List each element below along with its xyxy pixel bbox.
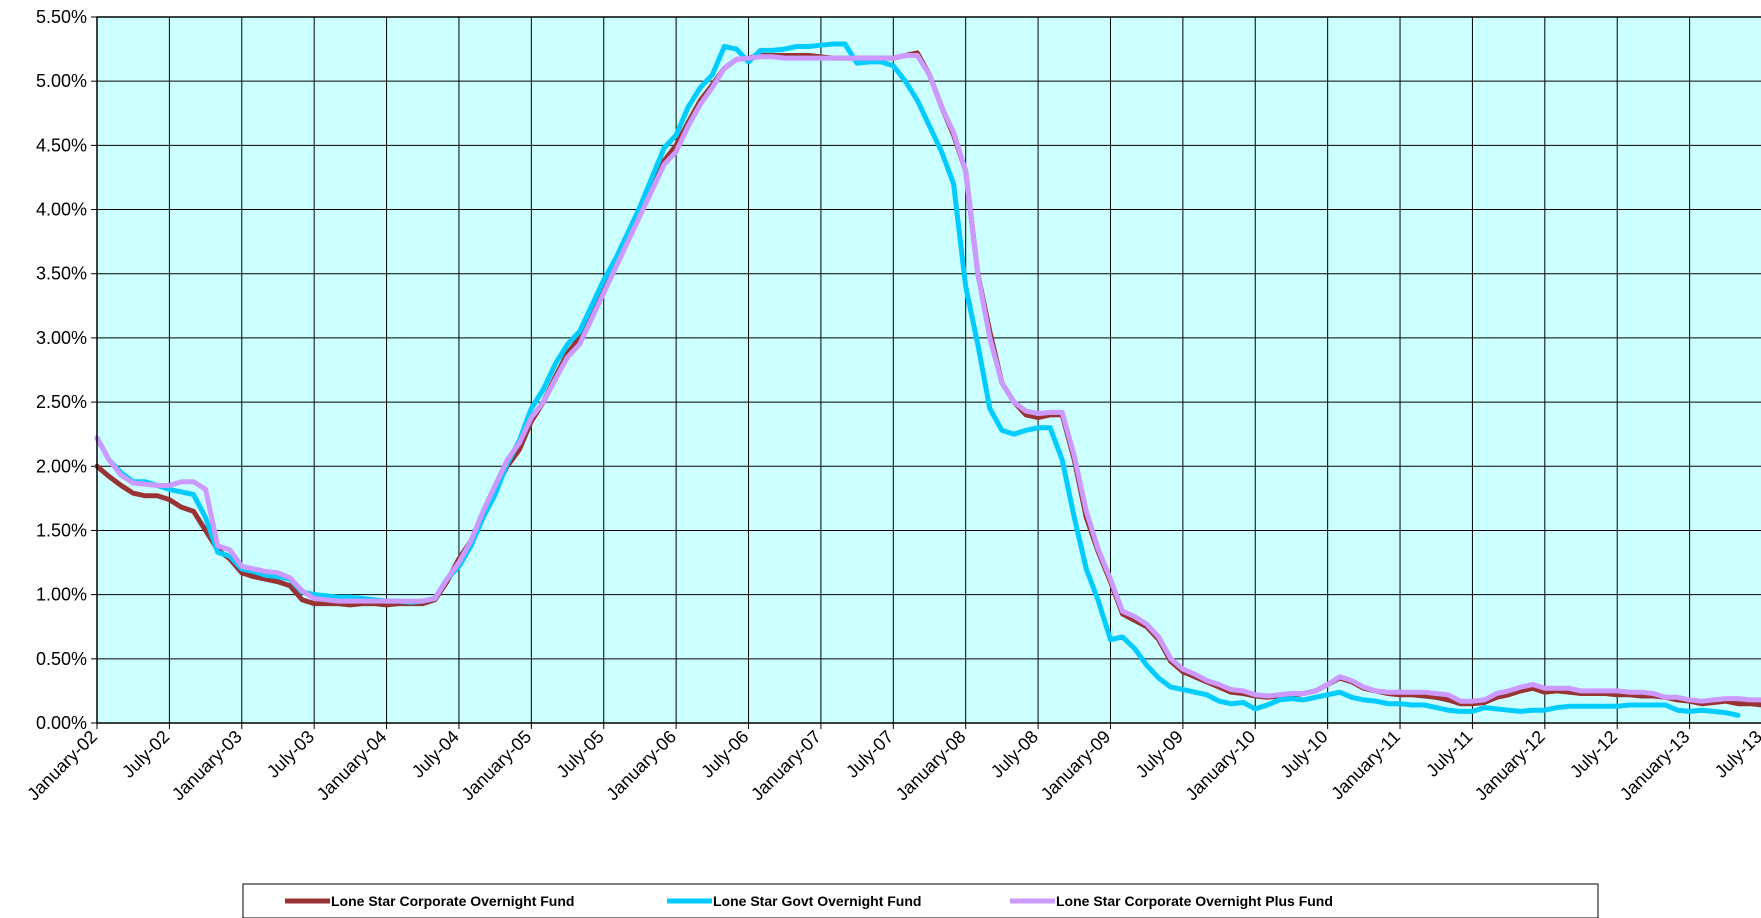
legend-label-2: Lone Star Govt Overnight Fund [713, 893, 921, 909]
series-lines [94, 41, 1761, 718]
x-tick-label: July-08 [987, 727, 1042, 782]
x-tick-label: January-11 [1327, 727, 1404, 804]
x-tick-label: July-09 [1132, 727, 1187, 782]
x-tick-label: January-03 [168, 727, 246, 805]
x-tick-label: July-04 [408, 727, 463, 782]
x-tick-label: January-10 [1181, 727, 1259, 805]
x-tick-label: July-11 [1422, 727, 1476, 781]
plot-border [96, 16, 1761, 724]
x-tick-label: July-13 [1711, 727, 1761, 782]
x-tick-label: July-05 [553, 727, 608, 782]
x-tick-label: January-04 [313, 727, 391, 805]
y-tick-label: 2.00% [36, 456, 87, 476]
x-tick-label: January-08 [892, 727, 970, 805]
x-tick-label: July-10 [1276, 727, 1331, 782]
gridlines [91, 16, 1761, 729]
y-tick-label: 0.00% [36, 713, 87, 733]
x-tick-label: January-13 [1616, 727, 1694, 805]
x-tick-label: July-06 [697, 727, 752, 782]
y-tick-label: 0.50% [36, 649, 87, 669]
y-tick-label: 1.00% [36, 585, 87, 605]
legend-box [242, 883, 1599, 918]
y-tick-label: 3.50% [36, 264, 87, 284]
x-tick-label: July-03 [263, 727, 318, 782]
y-tick-label: 4.50% [36, 135, 87, 155]
y-tick-label: 3.00% [36, 328, 87, 348]
x-tick-label: January-06 [602, 727, 680, 805]
legend: Lone Star Corporate Overnight Fund Lone S… [242, 883, 1599, 918]
y-axis-tick-labels: 0.00% 0.50% 1.00% 1.50% 2.00% 2.50% 3.00% 3.50%… [36, 7, 87, 733]
y-tick-label: 5.50% [36, 7, 87, 27]
x-tick-label: January-09 [1037, 727, 1115, 805]
y-tick-label: 1.50% [36, 520, 87, 540]
series-line-3 [94, 53, 1761, 704]
x-tick-label: January-07 [747, 727, 825, 805]
x-tick-label: January-05 [458, 727, 536, 805]
x-tick-label: January-02 [23, 727, 101, 805]
y-tick-label: 5.00% [36, 71, 87, 91]
x-tick-label: July-02 [118, 727, 173, 782]
x-tick-label: January-12 [1471, 727, 1549, 805]
x-tick-label: July-12 [1566, 727, 1621, 782]
legend-label-3: Lone Star Corporate Overnight Plus Fund [1056, 893, 1333, 909]
x-tick-label: July-07 [842, 727, 897, 782]
legend-label-1: Lone Star Corporate Overnight Fund [331, 893, 574, 909]
y-tick-label: 2.50% [36, 392, 87, 412]
y-tick-label: 4.00% [36, 200, 87, 220]
